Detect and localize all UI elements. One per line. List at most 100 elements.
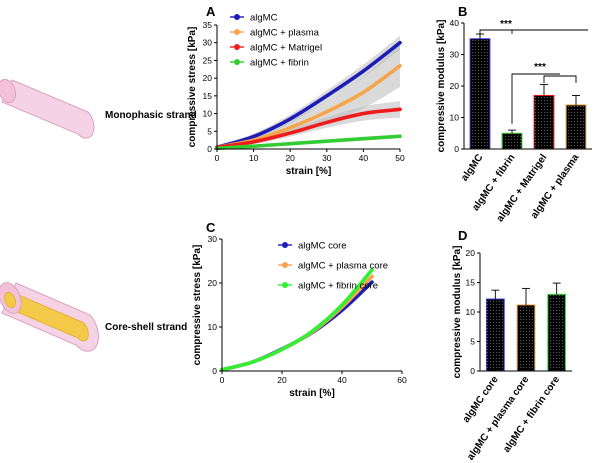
y-tick-label: 30 <box>203 38 213 48</box>
panel-letter-b: B <box>458 4 467 19</box>
y-tick-label: 0 <box>212 366 217 376</box>
y-tick-label: 15 <box>466 278 476 288</box>
x-axis-title: strain [%] <box>286 166 332 177</box>
legend-item-algmc-core: algMC core <box>278 241 347 252</box>
band-algmc-matrigel <box>217 101 400 148</box>
bar-algmc-fibrin-core <box>547 293 567 372</box>
legend-swatch-dot <box>234 14 240 20</box>
core-shell-strand-core <box>7 292 89 342</box>
legend-swatch-dot <box>282 262 288 268</box>
x-tick-label: 40 <box>359 153 369 163</box>
core-shell-strand-illustration <box>0 282 99 352</box>
bar-algmc-plasma-core <box>516 304 536 372</box>
legend-item-algmc-matrigel: algMC + Matrigel <box>230 43 322 54</box>
mono-strand-end <box>0 78 17 104</box>
y-tick-label: 10 <box>208 322 218 332</box>
y-axis-title: compressive stress [kPa] <box>187 27 198 148</box>
y-tick-label: 30 <box>208 234 218 244</box>
series-line-algmc-matrigel <box>215 107 402 150</box>
series-line-algmc-fibrin <box>215 134 402 151</box>
legend-swatch-dot <box>282 282 288 288</box>
x-axis-title: strain [%] <box>289 388 335 399</box>
legend-swatch-dot <box>234 59 240 65</box>
y-tick-label: 40 <box>450 18 460 28</box>
x-tick-label: 60 <box>397 375 407 385</box>
y-tick-label: 20 <box>450 81 460 91</box>
core-shell-strand-core-end <box>4 291 16 309</box>
legend-item-algmc-plasma-core: algMC + plasma core <box>278 261 388 272</box>
y-tick-label: 10 <box>450 113 460 123</box>
bar-group-algmc-plasma-core <box>516 287 536 372</box>
x-tick-label: 40 <box>337 375 347 385</box>
y-axis-title: compressive stress [kPa] <box>192 245 203 366</box>
significance-bracket-1 <box>479 29 588 37</box>
bar-group-algmc-matrigel <box>533 83 555 150</box>
core-shell-strand-label: Core-shell strand <box>105 322 187 333</box>
x-tick-label: 50 <box>395 153 405 163</box>
significance-marker-1: *** <box>500 19 512 30</box>
panel-letter-a: A <box>206 4 216 19</box>
category-label-algmc-fibrin-core: algMC + fibrin core <box>501 374 562 455</box>
category-label-algmc: algMC <box>459 152 485 183</box>
chart-c-stress-strain-core: 0 10 20 30 0 20 40 60 strain [%] compressive stre… <box>192 234 407 399</box>
bar-group-algmc-fibrin <box>501 129 523 150</box>
legend-swatch-dot <box>234 29 240 35</box>
bar-algmc-fibrin <box>501 132 523 150</box>
significance-bracket-2 <box>511 73 560 124</box>
x-tick-label: 20 <box>277 375 287 385</box>
bar-algmc-plasma <box>565 104 587 150</box>
y-tick-label: 0 <box>470 366 475 376</box>
y-tick-label: 20 <box>466 248 476 258</box>
significance-marker-2: *** <box>534 62 546 73</box>
legend-label: algMC + fibrin <box>250 58 309 69</box>
legend-label: algMC <box>250 13 278 24</box>
legend-swatch-dot <box>234 44 240 50</box>
bar-group-algmc <box>469 33 491 150</box>
bar-group-algmc-plasma <box>565 94 587 150</box>
legend-label: algMC + plasma <box>250 28 320 39</box>
bar-group-algmc-core <box>485 289 505 372</box>
x-tick-label: 30 <box>322 153 332 163</box>
chart-a-stress-strain: 0 5 10 15 20 25 30 35 0 10 20 30 40 50 strain [%] compr… <box>187 13 405 178</box>
y-tick-label: 25 <box>203 55 213 65</box>
bar-algmc <box>469 38 491 150</box>
legend-item-algmc-fibrin: algMC + fibrin <box>230 58 309 69</box>
panel-letter-c: C <box>206 220 216 235</box>
legend-item-algmc-plasma: algMC + plasma <box>230 28 320 39</box>
y-axis-title: compressive modulus [kPa] <box>436 20 447 153</box>
legend-label: algMC + Matrigel <box>250 43 322 54</box>
x-tick-label: 20 <box>285 153 295 163</box>
mono-strand-body <box>1 79 95 139</box>
x-tick-label: 0 <box>215 153 220 163</box>
y-tick-label: 15 <box>203 91 213 101</box>
bar-group-algmc-fibrin-core <box>547 282 567 372</box>
y-axis-title: compressive modulus [kPa] <box>452 246 463 379</box>
series-line-algmc-fibrin-core <box>220 268 374 372</box>
y-tick-label: 10 <box>466 307 476 317</box>
y-tick-label: 0 <box>207 144 212 154</box>
panel-letter-d: D <box>458 228 467 243</box>
y-tick-label: 30 <box>450 50 460 60</box>
y-tick-label: 10 <box>203 109 213 119</box>
legend-label: algMC + plasma core <box>298 261 388 272</box>
y-tick-label: 5 <box>470 337 475 347</box>
y-tick-label: 0 <box>454 144 459 154</box>
x-tick-label: 10 <box>249 153 259 163</box>
y-tick-label: 20 <box>203 73 213 83</box>
bar-algmc-matrigel <box>533 94 555 150</box>
monophasic-strand-label: Monophasic strand <box>105 110 197 121</box>
legend-item-algmc-fibrin-core: algMC + fibrin core <box>278 281 378 292</box>
y-tick-label: 5 <box>207 126 212 136</box>
bar-algmc-core <box>485 298 505 372</box>
x-tick-label: 0 <box>220 375 225 385</box>
significance-bracket-2-sub <box>543 75 577 83</box>
legend-item-algmc: algMC <box>230 13 278 24</box>
monophasic-strand-illustration <box>0 78 95 139</box>
legend-label: algMC + fibrin core <box>298 281 378 292</box>
series-line-algmc <box>215 40 402 150</box>
legend-swatch-dot <box>282 242 288 248</box>
legend-label: algMC core <box>298 241 347 252</box>
